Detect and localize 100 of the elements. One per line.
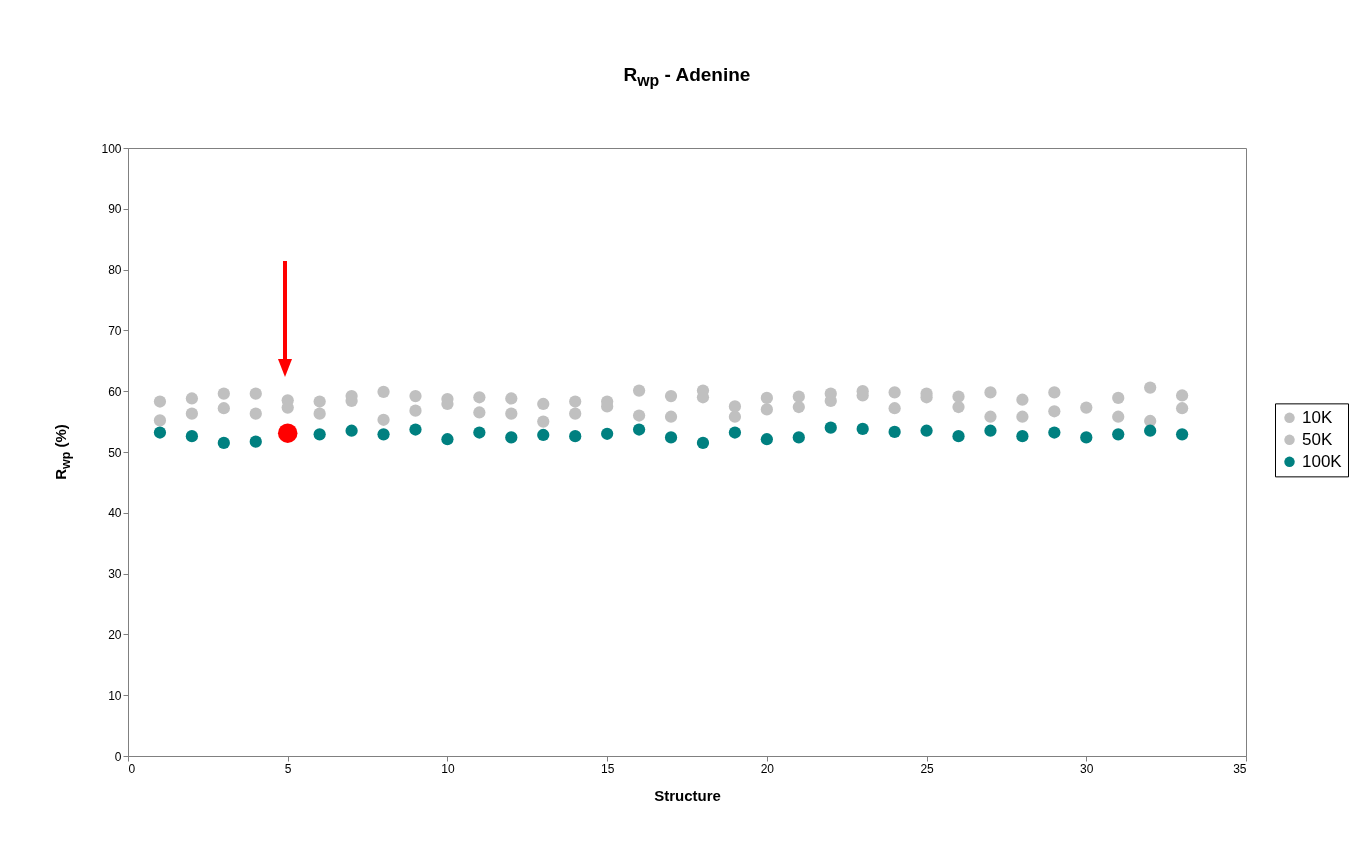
- point: [632, 384, 646, 397]
- point: [952, 400, 965, 414]
- point: [664, 389, 678, 403]
- point: [377, 385, 390, 398]
- point: [728, 400, 742, 413]
- point: [473, 406, 486, 419]
- point: [760, 391, 773, 404]
- point: [249, 407, 262, 420]
- point: [1016, 430, 1029, 443]
- point: [952, 430, 965, 443]
- x-tick-label: 20: [760, 761, 775, 776]
- point: [441, 433, 454, 446]
- point: [792, 431, 805, 444]
- legend-label: 50K: [1302, 429, 1333, 449]
- point: [632, 423, 646, 436]
- point: [1112, 428, 1125, 441]
- point: [277, 423, 298, 443]
- point: [696, 436, 710, 449]
- point: [601, 427, 614, 440]
- y-tick-label: 90: [108, 202, 122, 217]
- point: [505, 392, 518, 405]
- point: [1048, 405, 1061, 418]
- point: [217, 436, 230, 449]
- point: [728, 426, 742, 439]
- point: [728, 410, 742, 423]
- point: [249, 435, 262, 448]
- y-tick-label: 20: [108, 627, 122, 642]
- point: [1048, 426, 1061, 439]
- y-tick-label: 100: [101, 141, 122, 156]
- point: [377, 428, 390, 441]
- point: [1016, 410, 1029, 423]
- point: [473, 391, 486, 404]
- y-tick-label: 80: [108, 263, 122, 278]
- point: [409, 389, 422, 403]
- point: [1080, 401, 1093, 414]
- x-tick-label: 30: [1080, 761, 1094, 776]
- point: [377, 413, 390, 426]
- point: [664, 431, 678, 444]
- y-tick-label: 40: [108, 506, 122, 521]
- y-tick-label: 70: [108, 323, 122, 338]
- point: [888, 402, 901, 415]
- point: [1080, 431, 1093, 444]
- point: [984, 386, 997, 399]
- point: [1175, 428, 1189, 441]
- point: [952, 390, 965, 403]
- point: [984, 424, 997, 437]
- point: [888, 386, 901, 399]
- point: [537, 397, 550, 411]
- y-tick-label: 60: [108, 384, 122, 399]
- point: [185, 430, 199, 443]
- point: [984, 410, 997, 423]
- point: [249, 387, 262, 400]
- point: [1112, 410, 1125, 423]
- point: [632, 409, 646, 422]
- point: [792, 400, 805, 414]
- point: [505, 431, 518, 444]
- y-tick-label: 10: [108, 688, 122, 703]
- x-tick-label: 5: [284, 761, 292, 776]
- point: [409, 404, 422, 417]
- point: [569, 407, 582, 420]
- point: [569, 430, 582, 443]
- point: [313, 428, 326, 441]
- point: [888, 425, 901, 439]
- point: [1112, 391, 1125, 404]
- point: [760, 403, 773, 416]
- point: [569, 395, 582, 408]
- point: [217, 387, 230, 400]
- point: [1175, 402, 1189, 415]
- point: [856, 422, 869, 436]
- point: [537, 428, 550, 442]
- point: [1144, 424, 1157, 437]
- point: [185, 392, 199, 405]
- point: [505, 407, 518, 420]
- point: [473, 426, 486, 439]
- x-tick-label: 10: [441, 761, 455, 776]
- point: [345, 424, 358, 437]
- point: [824, 421, 837, 434]
- x-tick-label: 35: [1233, 761, 1247, 776]
- point: [760, 433, 773, 446]
- point: [217, 402, 230, 415]
- point: [185, 407, 199, 420]
- point: [153, 426, 167, 439]
- point: [409, 423, 422, 436]
- x-tick-label: 25: [920, 761, 935, 776]
- legend-label: 100K: [1302, 451, 1343, 471]
- x-axis-title: Structure: [654, 786, 721, 804]
- point: [1048, 386, 1061, 399]
- point: [153, 414, 167, 427]
- chart-title: R$_{wp}$ - Adenine: [622, 64, 752, 90]
- y-tick-label: 30: [108, 567, 122, 582]
- point: [537, 415, 550, 428]
- point: [792, 390, 805, 403]
- y-tick-label: 0: [114, 749, 122, 764]
- point: [313, 395, 326, 408]
- point: [313, 407, 326, 420]
- x-tick-label: 15: [600, 761, 615, 776]
- point: [153, 395, 167, 408]
- point: [1175, 389, 1189, 402]
- legend-label: 10K: [1302, 407, 1333, 427]
- x-tick-label: 0: [128, 761, 136, 776]
